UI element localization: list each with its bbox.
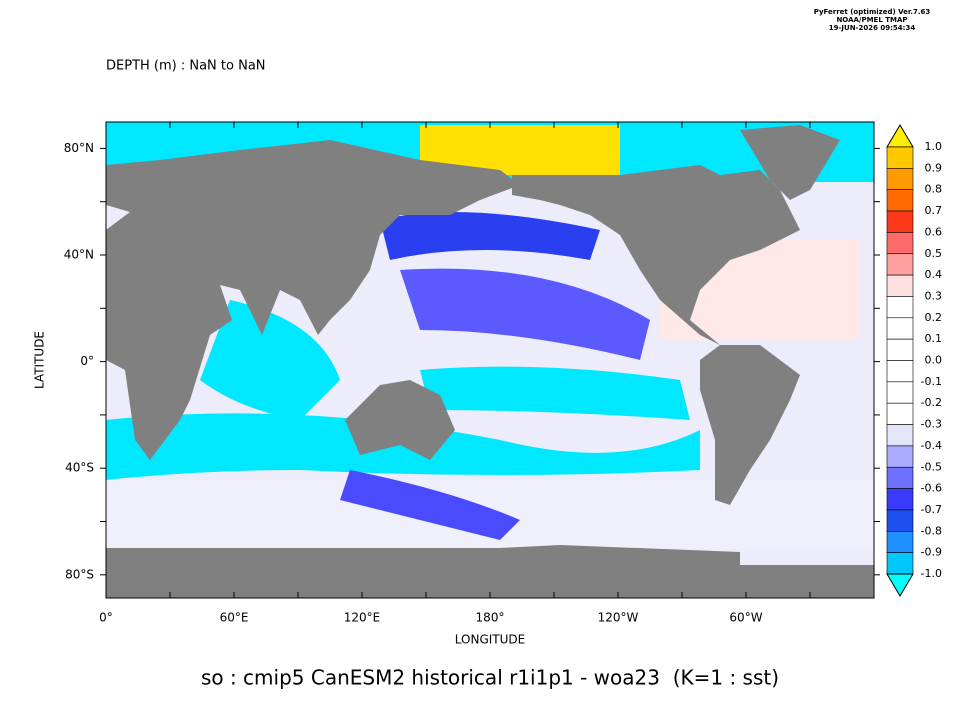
y-tick-label: 40°N xyxy=(64,248,94,262)
colorbar-top xyxy=(886,124,914,148)
colorbar-label: 1.0 xyxy=(925,140,943,153)
colorbar-box xyxy=(886,445,914,468)
colorbar-box xyxy=(886,189,914,212)
land xyxy=(106,125,874,598)
colorbar-label: -0.6 xyxy=(921,482,942,495)
colorbar-label: -0.8 xyxy=(921,524,942,537)
colorbar-bottom xyxy=(886,573,914,597)
colorbar-box xyxy=(886,509,914,532)
colorbar-label: 0.7 xyxy=(925,204,943,217)
colorbar-label: 0.5 xyxy=(925,247,943,260)
colorbar-label: 0.2 xyxy=(925,311,943,324)
y-axis-label: LATITUDE xyxy=(33,331,47,389)
y-tick-label: 0° xyxy=(80,354,94,368)
colorbar-box xyxy=(886,253,914,276)
colorbar-label: 0.3 xyxy=(925,289,943,302)
colorbar-label: 0.1 xyxy=(925,332,943,345)
x-axis-label: LONGITUDE xyxy=(455,633,525,647)
colorbar-label: -0.3 xyxy=(921,418,942,431)
colorbar-label: 0.8 xyxy=(925,183,943,196)
timestamp-label: 19-JUN-2026 09:54:34 xyxy=(829,24,916,32)
x-tick-label: 120°W xyxy=(598,611,639,625)
colorbar-box xyxy=(886,210,914,233)
x-tick-label: 120°E xyxy=(344,611,381,625)
y-tick-label: 40°S xyxy=(65,461,94,475)
colorbar-label: 0.0 xyxy=(925,354,943,367)
colorbar-box xyxy=(886,402,914,425)
plot-title: DEPTH (m) : NaN to NaN xyxy=(106,59,266,74)
x-tick-label: 60°W xyxy=(729,611,762,625)
program-label: PyFerret (optimized) Ver.7.63 xyxy=(814,8,931,16)
x-tick-label: 60°E xyxy=(220,611,249,625)
x-tick-label: 180° xyxy=(476,611,505,625)
colorbar-box xyxy=(886,168,914,191)
colorbar-label: -0.9 xyxy=(921,546,942,559)
colorbar-label: -0.7 xyxy=(921,503,942,516)
colorbar-box xyxy=(886,317,914,340)
colorbar-box xyxy=(886,146,914,169)
colorbar-label: -1.0 xyxy=(921,567,942,580)
colorbar-box xyxy=(886,424,914,447)
colorbar-label: 0.9 xyxy=(925,161,943,174)
colorbar-box xyxy=(886,274,914,297)
colorbar-box xyxy=(886,552,914,575)
colorbar-box xyxy=(886,296,914,319)
colorbar-box xyxy=(886,360,914,383)
colorbar-label: -0.2 xyxy=(921,396,942,409)
colorbar-label: -0.5 xyxy=(921,460,942,473)
x-tick-label: 0° xyxy=(99,611,113,625)
colorbar-box xyxy=(886,232,914,255)
colorbar-label: -0.4 xyxy=(921,439,942,452)
colorbar-box xyxy=(886,488,914,511)
colorbar-box xyxy=(886,381,914,404)
colorbar-box xyxy=(886,338,914,361)
colorbar-box xyxy=(886,466,914,489)
y-tick-label: 80°N xyxy=(64,141,94,155)
colorbar-box xyxy=(886,530,914,553)
y-tick-label: 80°S xyxy=(65,567,94,581)
colorbar-label: 0.4 xyxy=(925,268,943,281)
caption: so : cmip5 CanESM2 historical r1i1p1 - w… xyxy=(201,666,779,690)
source-label: NOAA/PMEL TMAP xyxy=(836,16,907,24)
colorbar-label: -0.1 xyxy=(921,375,942,388)
colorbar-label: 0.6 xyxy=(925,225,943,238)
